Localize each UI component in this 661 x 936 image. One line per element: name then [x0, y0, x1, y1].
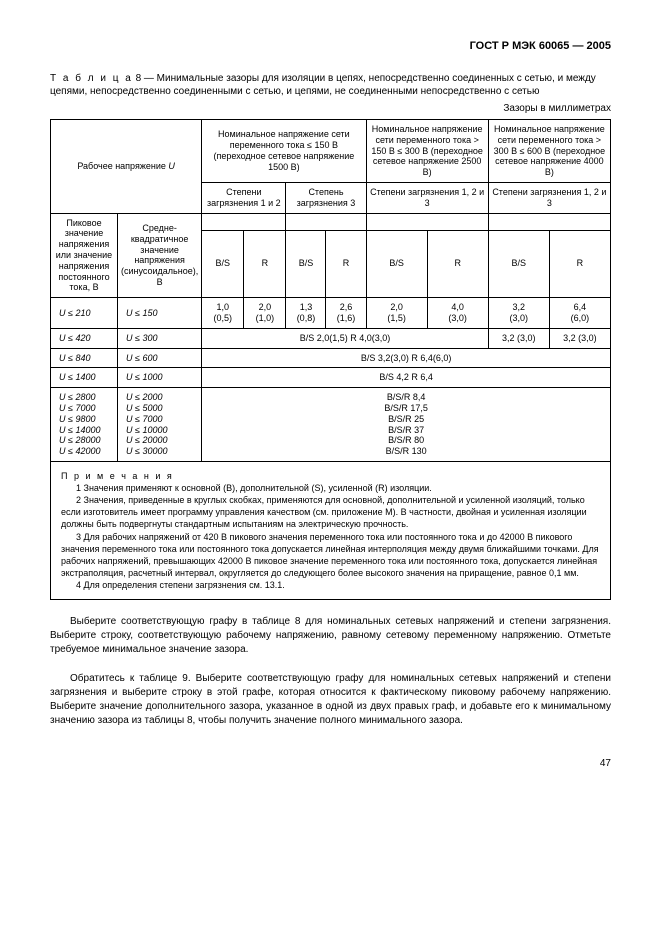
note-item: 2 Значения, приведенные в круглых скобка… — [61, 494, 600, 530]
bsr-u2: U ≤ 5000 — [126, 403, 198, 414]
bsr-u2: U ≤ 7000 — [126, 414, 198, 425]
cell-span6: B/S 2,0(1,5) R 4,0(3,0) — [202, 328, 489, 348]
row-1400: U ≤ 1400 U ≤ 1000 B/S 4,2 R 6,4 — [51, 368, 611, 388]
bsr-u1: U ≤ 9800 — [59, 414, 114, 425]
bsr-val: B/S/R 25 — [205, 414, 607, 425]
cell-val: 2,6(1,6) — [326, 298, 366, 329]
hdr-poll123b: Степени загрязнения 1, 2 и 3 — [488, 182, 610, 213]
cell-span8: B/S 4,2 R 6,4 — [202, 368, 611, 388]
table-caption: Т а б л и ц а 8 — Минимальные зазоры для… — [50, 72, 611, 98]
bsr-u2-col: U ≤ 2000U ≤ 5000U ≤ 7000U ≤ 10000U ≤ 200… — [118, 388, 202, 462]
cell-span8: B/S 3,2(3,0) R 6,4(6,0) — [202, 348, 611, 368]
bsr-u1: U ≤ 14000 — [59, 425, 114, 436]
cell-u2: U ≤ 1000 — [118, 368, 202, 388]
bsr-u1-col: U ≤ 2800U ≤ 7000U ≤ 9800U ≤ 14000U ≤ 280… — [51, 388, 118, 462]
body-para-1: Выберите соответствующую графу в таблице… — [50, 615, 611, 657]
cell-val: 2,0(1,5) — [366, 298, 427, 329]
cell-val: 1,0(0,5) — [202, 298, 244, 329]
cell-u1: U ≤ 210 — [51, 298, 118, 329]
bsr-values-col: B/S/R 8,4B/S/R 17,5B/S/R 25B/S/R 37B/S/R… — [202, 388, 611, 462]
cell-val: 3,2(3,0) — [488, 298, 549, 329]
hdr-poll3: Степень загрязнения 3 — [286, 182, 366, 213]
header-row-3: Пиковое значение напряжения или значение… — [51, 213, 611, 230]
hdr-group2: Номинальное напряжение сети переменного … — [366, 120, 488, 183]
bsr-val: B/S/R 8,4 — [205, 392, 607, 403]
bsr-val: B/S/R 37 — [205, 425, 607, 436]
hdr-bs: B/S — [488, 230, 549, 298]
header-row-1: Рабочее напряжение U Номинальное напряже… — [51, 120, 611, 183]
hdr-r: R — [244, 230, 286, 298]
bsr-u1: U ≤ 2800 — [59, 392, 114, 403]
hdr-bs: B/S — [286, 230, 326, 298]
cell-u1: U ≤ 420 — [51, 328, 118, 348]
hdr-poll12: Степени загрязнения 1 и 2 — [202, 182, 286, 213]
note-item: 4 Для определения степени загрязнения см… — [61, 579, 600, 591]
table-row: U ≤ 210U ≤ 1501,0(0,5)2,0(1,0)1,3(0,8)2,… — [51, 298, 611, 329]
hdr-r: R — [326, 230, 366, 298]
cell-val: 4,0(3,0) — [427, 298, 488, 329]
cell-val: 2,0(1,0) — [244, 298, 286, 329]
bsr-val: B/S/R 130 — [205, 446, 607, 457]
note-item: 1 Значения применяют к основной (B), доп… — [61, 482, 600, 494]
notes-title: П р и м е ч а н и я — [61, 470, 600, 482]
cell-u2: U ≤ 150 — [118, 298, 202, 329]
bsr-u2: U ≤ 20000 — [126, 435, 198, 446]
notes-row: П р и м е ч а н и я 1 Значения применяют… — [51, 461, 611, 599]
notes-cell: П р и м е ч а н и я 1 Значения применяют… — [51, 461, 611, 599]
hdr-r: R — [427, 230, 488, 298]
bsr-u2: U ≤ 30000 — [126, 446, 198, 457]
units-note: Зазоры в миллиметрах — [50, 103, 611, 114]
page-number: 47 — [50, 758, 611, 769]
cell-val: 6,4(6,0) — [549, 298, 610, 329]
cell-u1: U ≤ 1400 — [51, 368, 118, 388]
hdr-r: R — [549, 230, 610, 298]
bsr-val: B/S/R 17,5 — [205, 403, 607, 414]
hdr-bs: B/S — [366, 230, 427, 298]
clearances-table: Рабочее напряжение U Номинальное напряже… — [50, 119, 611, 600]
caption-prefix: Т а б л и ц а — [50, 73, 133, 84]
hdr-group3: Номинальное напряжение сети переменного … — [488, 120, 610, 183]
row-420: U ≤ 420 U ≤ 300 B/S 2,0(1,5) R 4,0(3,0) … — [51, 328, 611, 348]
rows-bsr-container: U ≤ 2800U ≤ 7000U ≤ 9800U ≤ 14000U ≤ 280… — [51, 388, 611, 462]
cell-u1: U ≤ 840 — [51, 348, 118, 368]
row-840: U ≤ 840 U ≤ 600 B/S 3,2(3,0) R 6,4(6,0) — [51, 348, 611, 368]
bsr-val: B/S/R 80 — [205, 435, 607, 446]
hdr-working-voltage: Рабочее напряжение U — [51, 120, 202, 214]
caption-number: 8 — [136, 73, 142, 84]
cell-u2: U ≤ 300 — [118, 328, 202, 348]
hdr-rms: Средне-квадратичное значение напряжения … — [118, 213, 202, 298]
hdr-peak: Пиковое значение напряжения или значение… — [51, 213, 118, 298]
body-para-2: Обратитесь к таблице 9. Выберите соответ… — [50, 672, 611, 728]
note-item: 3 Для рабочих напряжений от 420 В пиково… — [61, 531, 600, 580]
document-id: ГОСТ Р МЭК 60065 — 2005 — [50, 40, 611, 52]
hdr-bs: B/S — [202, 230, 244, 298]
cell-val: 3,2 (3,0) — [549, 328, 610, 348]
hdr-poll123a: Степени загрязнения 1, 2 и 3 — [366, 182, 488, 213]
bsr-u2: U ≤ 10000 — [126, 425, 198, 436]
bsr-u1: U ≤ 7000 — [59, 403, 114, 414]
bsr-u2: U ≤ 2000 — [126, 392, 198, 403]
cell-val: 1,3(0,8) — [286, 298, 326, 329]
cell-val: 3,2 (3,0) — [488, 328, 549, 348]
hdr-group1: Номинальное напряжение сети переменного … — [202, 120, 366, 183]
bsr-u1: U ≤ 42000 — [59, 446, 114, 457]
bsr-u1: U ≤ 28000 — [59, 435, 114, 446]
cell-u2: U ≤ 600 — [118, 348, 202, 368]
